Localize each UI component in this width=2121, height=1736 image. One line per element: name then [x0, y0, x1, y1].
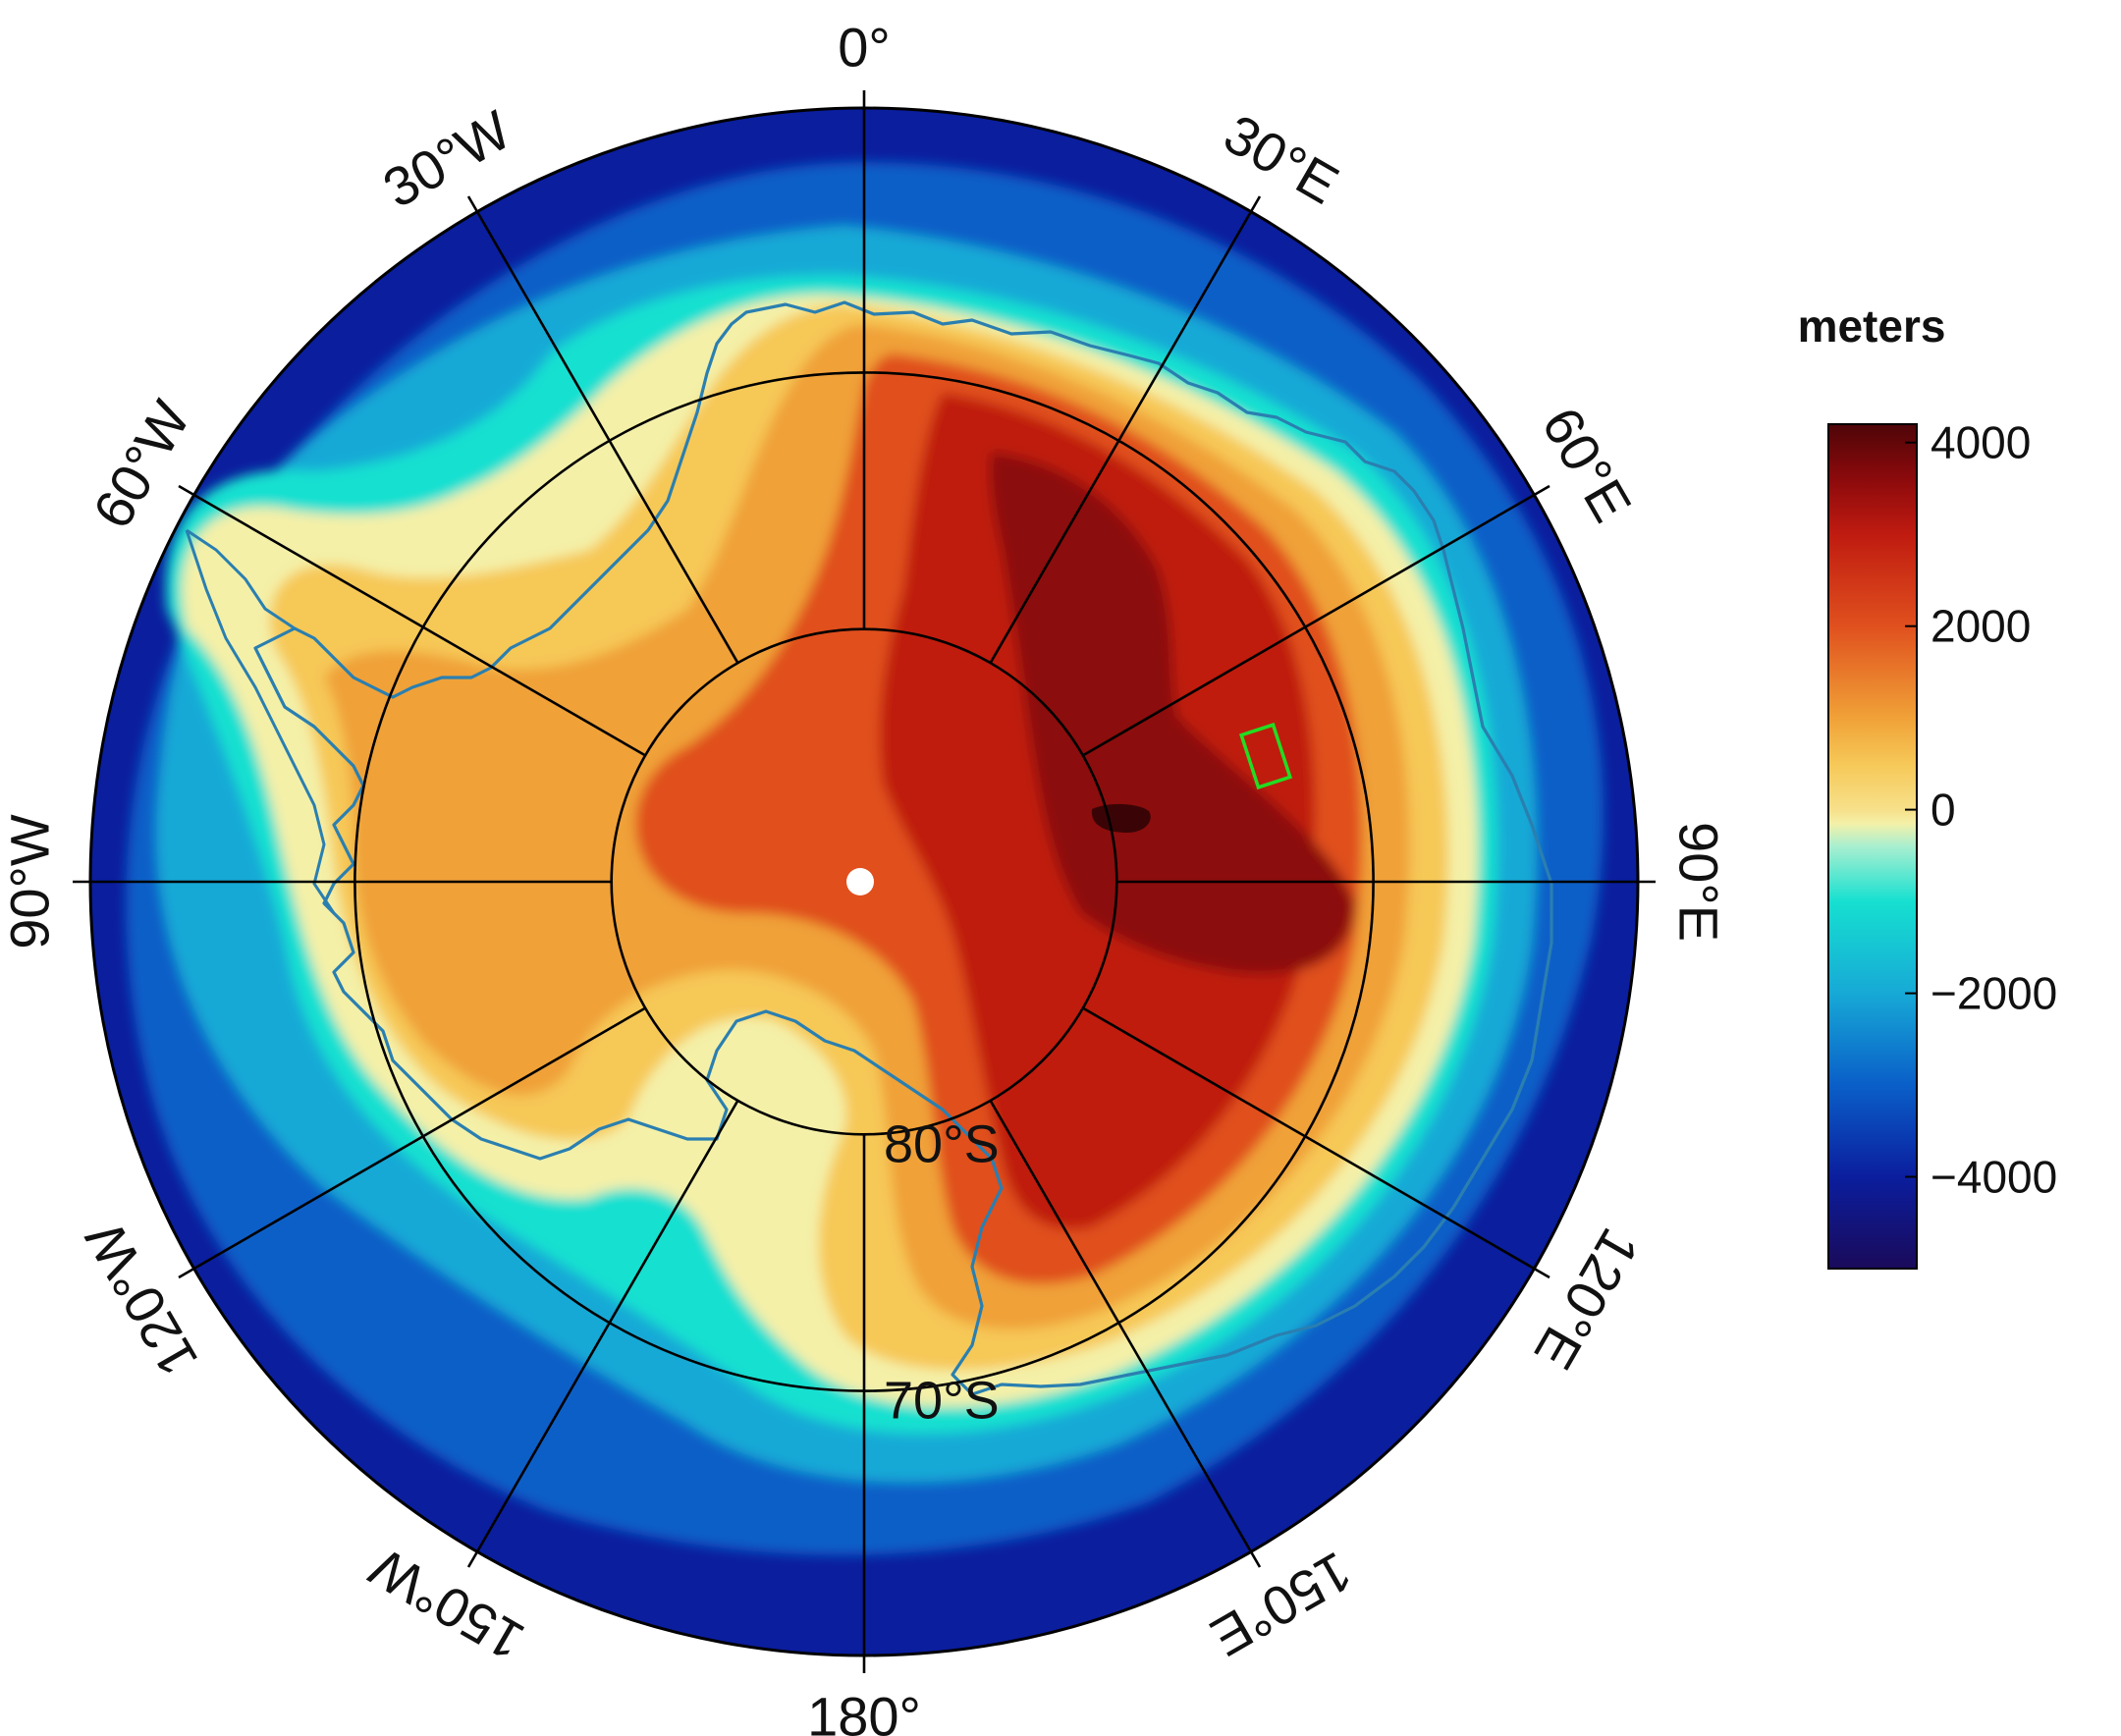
colorbar-tick-label: −2000 — [1931, 968, 2057, 1019]
meridian-line — [1082, 484, 1550, 757]
plateau-band — [990, 452, 1355, 975]
meridian-line — [1082, 1006, 1550, 1279]
meridian-line — [466, 1100, 739, 1568]
study-area-box — [1238, 722, 1293, 790]
meridian-line — [466, 195, 739, 664]
colorbar-tick-label: −4000 — [1931, 1152, 2057, 1203]
colorbar-ramp — [1827, 423, 1918, 1270]
meridian-label: 30°E — [1214, 102, 1348, 216]
coastline — [253, 300, 1553, 1396]
parallel-labels: 80°S 70°S — [884, 1114, 1000, 1430]
meridian-label: 90°E — [1668, 822, 1730, 942]
graticule — [73, 90, 1656, 1673]
south-pole-marker — [846, 868, 874, 895]
colorbar-title: meters — [1798, 300, 1946, 352]
colorbar-tick-label: 2000 — [1931, 601, 2031, 652]
colorbar-ticks: 4000 2000 0 −2000 −4000 — [1905, 417, 2057, 1203]
meridian-line — [178, 1006, 646, 1279]
meridian-label: 0° — [838, 17, 891, 79]
colorbar-tick-label: 0 — [1931, 785, 1956, 836]
meridian-label: 180° — [807, 1686, 921, 1736]
meridian-line — [178, 484, 646, 757]
parallel-label: 80°S — [884, 1114, 1000, 1173]
meridian-label: 60°E — [1530, 397, 1644, 531]
map-disk — [90, 108, 1638, 1655]
colorbar: meters 4000 2000 0 −2000 −4000 — [1798, 300, 2057, 1270]
meridian-line — [989, 195, 1262, 664]
colorbar-tick-label: 4000 — [1931, 417, 2031, 468]
parallel-label: 70°S — [884, 1372, 1000, 1431]
peninsula-coastline — [185, 528, 336, 914]
meridian-label: 90°W — [0, 814, 61, 949]
meridian-line — [989, 1100, 1262, 1568]
map-frame — [88, 106, 1640, 1657]
